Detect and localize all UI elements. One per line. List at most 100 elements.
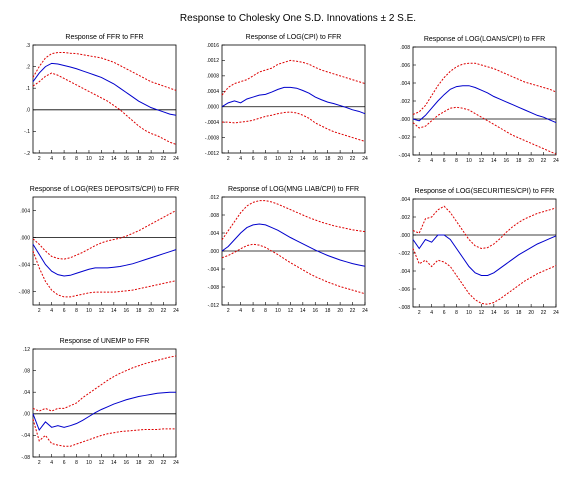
y-tick-label: .12: [23, 347, 30, 353]
x-tick-label: 8: [264, 156, 267, 162]
y-tick-label: -.002: [399, 135, 411, 141]
x-tick-label: 18: [136, 460, 142, 466]
x-tick-label: 12: [99, 308, 105, 314]
impulse-response-line: [221, 86, 366, 115]
y-tick-label: .004: [400, 81, 410, 87]
x-tick-label: 14: [300, 308, 306, 314]
x-tick-label: 2: [227, 156, 230, 162]
chart-panel: Response of LOG(CPI) to FFR -.0012 -.0008 -…: [205, 34, 368, 162]
x-tick-label: 8: [455, 158, 458, 164]
x-tick-label: 18: [136, 308, 142, 314]
chart-panel: Response of LOG(SECURITIES/CPI) to FFR -.…: [399, 188, 559, 316]
y-tick-label: .006: [400, 63, 410, 69]
x-tick-label: 4: [50, 460, 53, 466]
upper-confidence-band: [221, 200, 366, 241]
impulse-response-line: [32, 243, 177, 277]
lower-confidence-band: [412, 248, 557, 305]
x-tick-label: 20: [337, 156, 343, 162]
chart-panel: Response of LOG(LOANS/CPI) to FFR -.004 -.…: [399, 36, 559, 164]
chart-panel: Response of UNEMP to FFR -.08 -.04 .00 .04 .0…: [21, 338, 179, 466]
x-tick-label: 20: [528, 158, 534, 164]
x-tick-label: 24: [173, 156, 179, 162]
y-tick-label: -.0004: [205, 120, 219, 126]
y-tick-label: -.1: [24, 129, 30, 135]
x-tick-label: 4: [430, 310, 433, 316]
y-tick-label: .0012: [206, 58, 219, 64]
x-tick-label: 6: [252, 156, 255, 162]
x-tick-label: 4: [50, 156, 53, 162]
x-tick-label: 10: [86, 308, 92, 314]
y-tick-label: .012: [209, 195, 219, 201]
plot-frame: [32, 348, 177, 458]
x-tick-label: 6: [63, 460, 66, 466]
x-tick-label: 24: [173, 460, 179, 466]
y-tick-label: .0004: [206, 89, 219, 95]
x-tick-label: 24: [553, 310, 559, 316]
y-tick-label: .000: [400, 233, 410, 239]
y-tick-label: .08: [23, 368, 30, 374]
x-tick-label: 12: [99, 156, 105, 162]
x-tick-label: 16: [503, 310, 509, 316]
y-tick-label: .00: [23, 412, 30, 418]
y-tick-label: -.004: [208, 267, 220, 273]
x-tick-label: 8: [75, 460, 78, 466]
x-tick-label: 6: [63, 308, 66, 314]
x-tick-label: 22: [350, 156, 356, 162]
figure-title: Response to Cholesky One S.D. Innovation…: [180, 13, 416, 24]
x-tick-label: 6: [443, 310, 446, 316]
upper-confidence-band: [221, 59, 366, 96]
x-tick-label: 22: [161, 156, 167, 162]
y-tick-label: .2: [26, 64, 30, 70]
y-tick-label: .008: [400, 45, 410, 51]
lower-confidence-band: [32, 419, 176, 447]
y-tick-label: -.004: [399, 153, 411, 159]
x-tick-label: 10: [466, 310, 472, 316]
x-tick-label: 10: [86, 156, 92, 162]
x-tick-label: 20: [148, 156, 154, 162]
y-tick-label: -.004: [19, 262, 31, 268]
impulse-response-line: [412, 234, 557, 276]
x-tick-label: 10: [275, 308, 281, 314]
y-tick-label: .004: [400, 269, 410, 275]
y-tick-label: .004: [20, 208, 30, 214]
panel-title: Response of LOG(SECURITIES/CPI) to FFR: [415, 188, 555, 195]
x-tick-label: 14: [491, 158, 497, 164]
x-tick-label: 16: [123, 156, 129, 162]
x-tick-label: 18: [516, 310, 522, 316]
x-tick-label: 6: [252, 308, 255, 314]
x-tick-label: 2: [418, 158, 421, 164]
x-tick-label: 22: [161, 460, 167, 466]
x-tick-label: 2: [38, 308, 41, 314]
x-tick-label: 24: [173, 308, 179, 314]
lower-confidence-band: [32, 250, 177, 298]
y-tick-label: -.002: [399, 251, 411, 257]
panels-group: Response of FFR to FFR-.2-.1.0.1.2.32 4 6 8…: [19, 34, 559, 466]
y-tick-label: -.008: [208, 285, 220, 291]
x-tick-label: 14: [111, 460, 117, 466]
impulse-response-line: [412, 85, 557, 124]
x-tick-label: 20: [148, 460, 154, 466]
y-tick-label: .004: [400, 197, 410, 203]
x-tick-label: 12: [288, 308, 294, 314]
y-tick-label: -.008: [399, 305, 411, 311]
y-tick-label: .04: [23, 390, 30, 396]
x-tick-label: 10: [466, 158, 472, 164]
x-tick-label: 6: [63, 156, 66, 162]
x-tick-label: 18: [325, 308, 331, 314]
x-tick-label: 22: [350, 308, 356, 314]
panel-title: Response of LOG(MNG LIAB/CPI) to FFR: [228, 186, 359, 193]
x-tick-label: 22: [541, 310, 547, 316]
x-tick-label: 2: [38, 460, 41, 466]
x-tick-label: 18: [136, 156, 142, 162]
x-tick-label: 2: [418, 310, 421, 316]
y-tick-label: .0: [26, 108, 30, 114]
x-tick-label: 12: [479, 310, 485, 316]
lower-confidence-band: [412, 106, 557, 155]
x-tick-label: 18: [325, 156, 331, 162]
y-tick-label: .008: [209, 213, 219, 219]
y-tick-label: .0000: [206, 105, 219, 111]
x-tick-label: 4: [239, 308, 242, 314]
x-tick-label: 18: [516, 158, 522, 164]
x-tick-label: 20: [148, 308, 154, 314]
